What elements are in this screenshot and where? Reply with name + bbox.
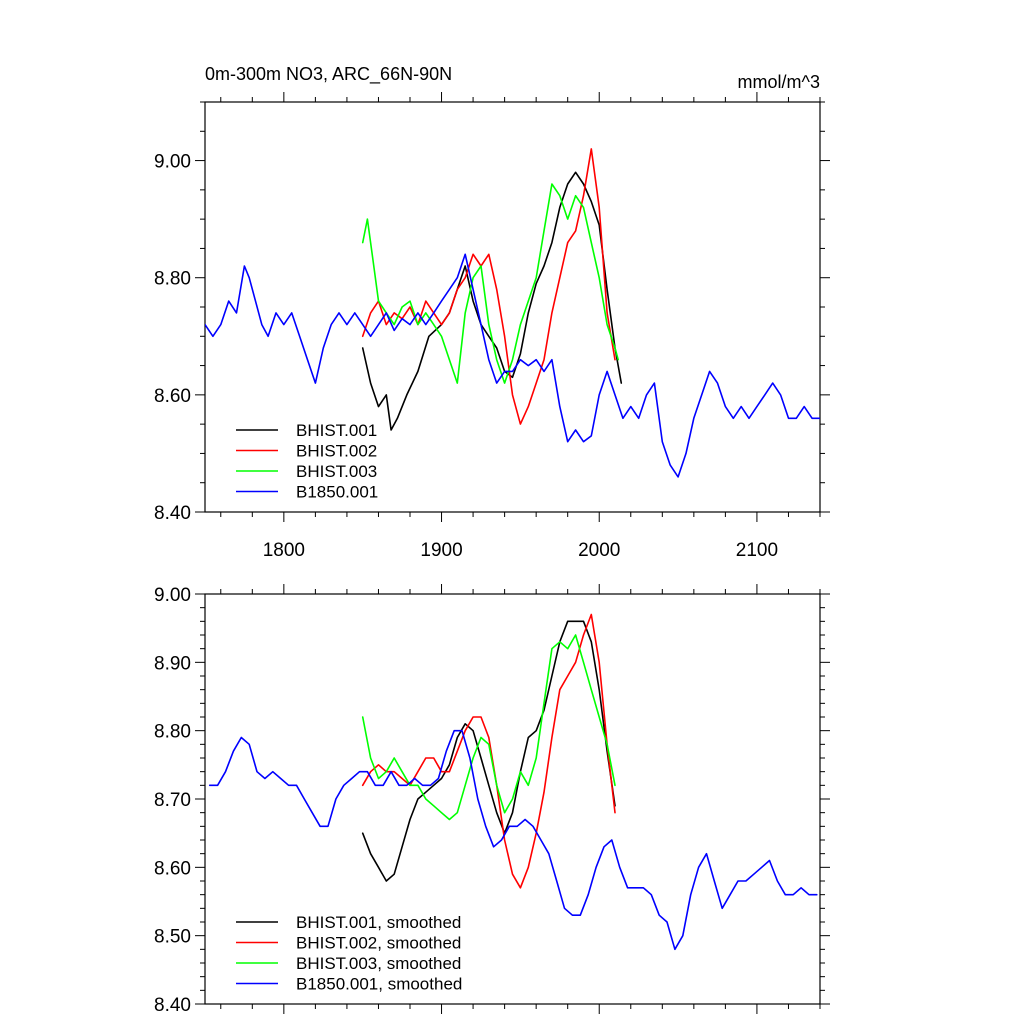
panel2-series-line-2 bbox=[361, 613, 616, 889]
panel1-legend-label: BHIST.001 bbox=[296, 421, 377, 440]
units-label: mmol/m^3 bbox=[738, 72, 820, 92]
panel1-series-line-4 bbox=[205, 253, 820, 478]
chart-title: 0m-300m NO3, ARC_66N-90N bbox=[205, 64, 452, 85]
panel2-legend-label: BHIST.002, smoothed bbox=[296, 934, 461, 953]
panel1-y-tick-label: 8.80 bbox=[154, 269, 191, 290]
panel1-x-tick-label: 1900 bbox=[420, 540, 462, 561]
panel2-y-tick-label: 8.80 bbox=[154, 722, 191, 743]
panel1-x-tick-label: 2000 bbox=[578, 540, 620, 561]
panel2-y-tick-label: 8.60 bbox=[154, 858, 191, 879]
panel2-plot bbox=[195, 584, 830, 1014]
panel2-legend-label: BHIST.003, smoothed bbox=[296, 954, 461, 973]
panel2-series-line-4 bbox=[208, 729, 818, 951]
panel2-y-tick-label: 8.90 bbox=[154, 653, 191, 674]
panel2-series-line-3 bbox=[361, 634, 616, 821]
panel1-legend-label: BHIST.003 bbox=[296, 462, 377, 481]
panel2-series-line-1 bbox=[361, 620, 616, 882]
panel1-x-tick-label: 2100 bbox=[736, 540, 778, 561]
panel2-y-tick-label: 9.00 bbox=[154, 585, 191, 606]
panel1-y-tick-label: 8.60 bbox=[154, 386, 191, 407]
panel1-legend-label: B1850.001 bbox=[296, 483, 378, 502]
panel1-legend-label: BHIST.002 bbox=[296, 442, 377, 461]
panel2-legend-label: B1850.001, smoothed bbox=[296, 975, 462, 994]
panel1-series-line-2 bbox=[361, 148, 616, 425]
panel1-x-tick-label: 1800 bbox=[263, 540, 305, 561]
panel2-legend-label: BHIST.001, smoothed bbox=[296, 913, 461, 932]
panel1-y-tick-label: 8.40 bbox=[154, 503, 191, 524]
panel1-series-line-1 bbox=[361, 171, 623, 431]
panel1-series-line-3 bbox=[361, 183, 620, 384]
panel1-y-tick-label: 9.00 bbox=[154, 152, 191, 173]
panel1-plot bbox=[195, 92, 830, 522]
panel2-y-tick-label: 8.40 bbox=[154, 995, 191, 1016]
panel2-y-tick-label: 8.50 bbox=[154, 927, 191, 948]
panel2-y-tick-label: 8.70 bbox=[154, 790, 191, 811]
